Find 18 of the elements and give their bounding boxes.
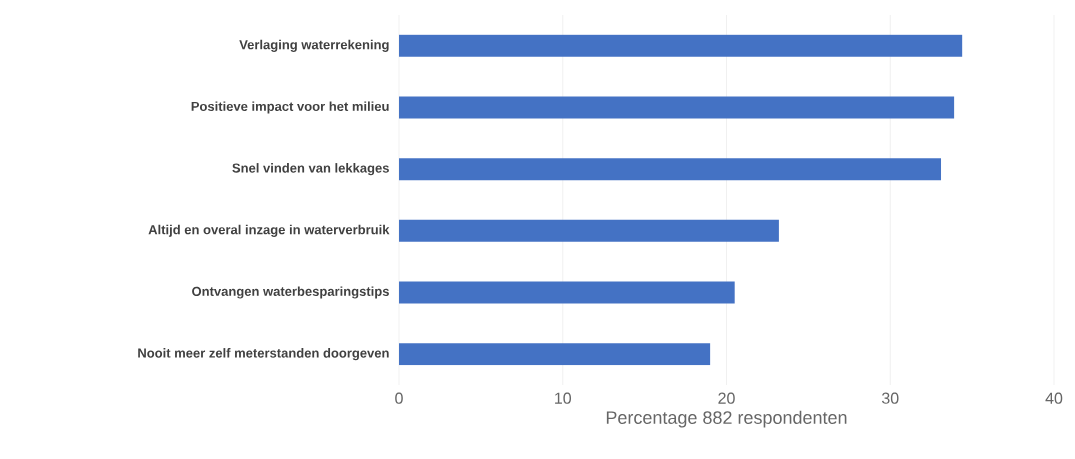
y-tick-label: Verlaging waterrekening xyxy=(239,39,389,52)
x-tick-label: 10 xyxy=(555,392,572,404)
x-axis-title: Percentage 882 respondenten xyxy=(606,410,847,428)
x-tick-label: 30 xyxy=(881,392,899,404)
x-tick-label: 20 xyxy=(718,392,735,404)
bar xyxy=(399,281,735,304)
x-tick-label: 40 xyxy=(1045,392,1063,404)
y-tick-label: Snel vinden van lekkages xyxy=(232,163,389,176)
x-tick-label: 0 xyxy=(395,392,403,404)
y-tick-label: Nooit meer zelf meterstanden doorgeven xyxy=(138,348,389,361)
y-tick-label: Positieve impact voor het milieu xyxy=(191,101,389,114)
y-tick-label: Altijd en overal inzage in waterverbruik xyxy=(148,224,390,237)
bar xyxy=(399,96,955,119)
y-tick-label: Ontvangen waterbesparingstips xyxy=(192,286,389,299)
bar xyxy=(399,343,711,366)
bar xyxy=(399,219,779,242)
bar xyxy=(399,158,942,181)
bar xyxy=(399,34,963,57)
